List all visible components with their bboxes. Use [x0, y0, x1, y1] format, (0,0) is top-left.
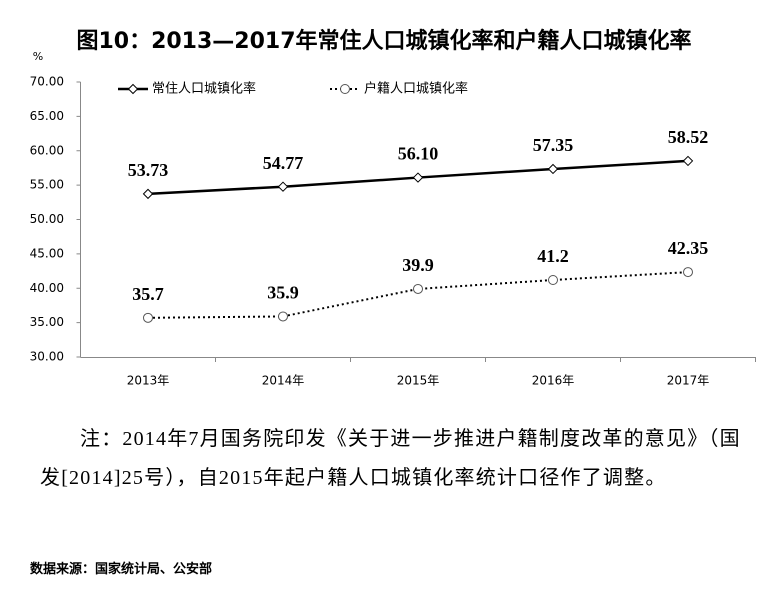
legend-label: 户籍人口城镇化率 — [364, 81, 468, 97]
y-tick-label: 70.00 — [30, 75, 64, 89]
x-tick-label: 2016年 — [532, 374, 575, 388]
point — [683, 267, 693, 278]
point — [413, 283, 423, 294]
point — [682, 155, 694, 167]
y-tick-label: 65.00 — [30, 109, 64, 123]
point — [143, 312, 153, 323]
data-label: 53.73 — [128, 160, 169, 180]
x-tick-label: 2013年 — [127, 374, 170, 388]
data-label: 41.2 — [537, 246, 569, 266]
y-tick-label: 60.00 — [30, 143, 64, 157]
point — [142, 188, 154, 200]
y-tick-label: 30.00 — [30, 350, 64, 364]
y-tick-label: 40.00 — [30, 281, 64, 295]
data-label: 56.10 — [398, 144, 439, 164]
legend-marker — [340, 84, 350, 94]
y-tick-label: 45.00 — [30, 246, 64, 260]
point — [548, 275, 558, 285]
point — [412, 172, 424, 183]
data-label: 42.35 — [668, 238, 709, 258]
data-label: 54.77 — [263, 153, 304, 173]
x-tick-label: 2015年 — [397, 374, 440, 388]
chart-title: 图10：2013—2017年常住人口城镇化率和户籍人口城镇化率 — [76, 28, 691, 54]
x-tick-label: 2017年 — [667, 374, 710, 388]
data-label: 57.35 — [533, 135, 574, 155]
data-label: 35.7 — [132, 284, 164, 304]
data-label: 35.9 — [267, 283, 299, 303]
source: 数据来源：国家统计局、公安部 — [30, 562, 213, 577]
data-label: 58.52 — [668, 127, 709, 147]
legend-marker — [127, 83, 139, 95]
data-label: 39.9 — [402, 255, 434, 275]
legend-label: 常住人口城镇化率 — [152, 81, 256, 97]
x-tick-label: 2014年 — [262, 374, 305, 388]
point — [278, 311, 288, 322]
point — [277, 181, 289, 192]
chart: 图10：2013—2017年常住人口城镇化率和户籍人口城镇化率 % 30.00 3… — [30, 28, 756, 388]
y-tick-label: 55.00 — [30, 178, 64, 192]
series-line — [147, 271, 689, 319]
y-axis-unit: % — [33, 50, 43, 63]
point — [547, 163, 559, 175]
y-tick-label: 50.00 — [30, 212, 64, 226]
note: 注：2014年7月国务院印发《关于进一步推进户籍制度改革的意见》（国发[2014… — [40, 428, 741, 489]
y-tick-label: 35.00 — [30, 315, 64, 329]
